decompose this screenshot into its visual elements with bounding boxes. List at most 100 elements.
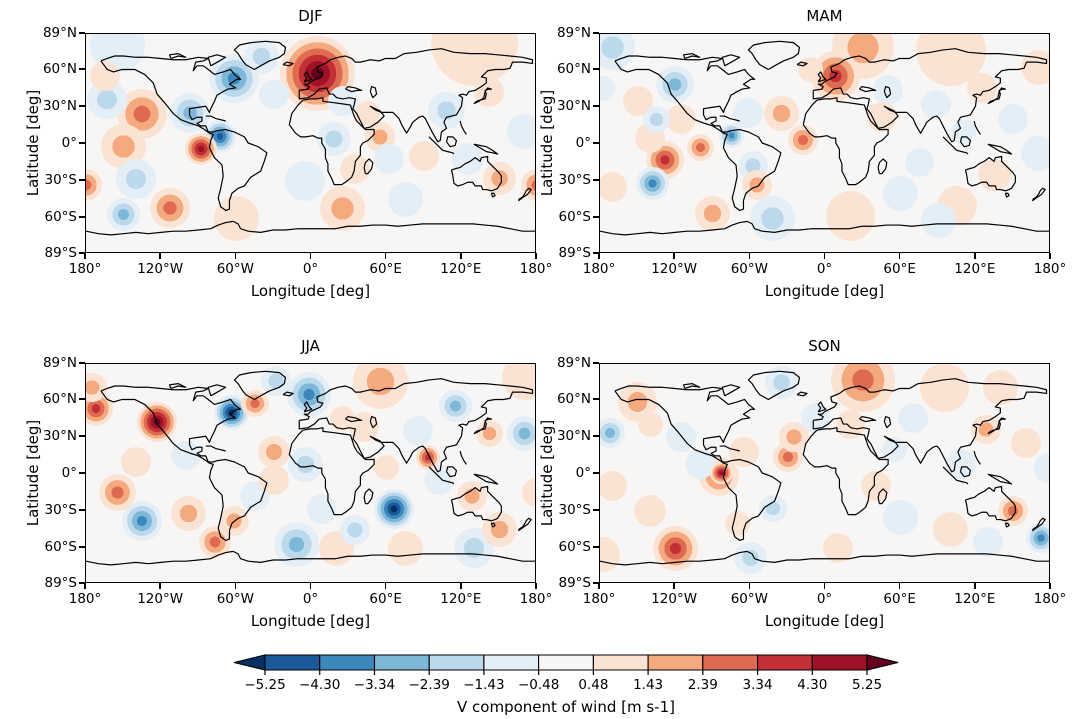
- anomaly-blob: [600, 471, 628, 502]
- colorbar-tick-label: −5.25: [244, 677, 286, 693]
- coastline-path: [170, 384, 186, 389]
- lon-tick-mark: [384, 253, 387, 259]
- coastline-path: [364, 159, 373, 174]
- lat-tick-mark: [79, 216, 85, 218]
- colorbar-segment: [757, 654, 813, 671]
- lon-tick-label: 120°E: [954, 261, 996, 277]
- anomaly-blob: [750, 195, 796, 241]
- coastline-path: [600, 221, 1049, 234]
- anomaly-blob: [600, 418, 625, 449]
- lon-tick-label: 180°: [1033, 591, 1067, 607]
- lon-tick-label: 180°: [68, 261, 102, 277]
- map-djf: [85, 33, 536, 253]
- lon-tick-label: 60°E: [883, 591, 916, 607]
- anomaly-blob: [474, 77, 505, 108]
- lat-tick-mark: [593, 68, 599, 70]
- anomaly-blob: [320, 185, 366, 231]
- anomaly-blob: [86, 372, 108, 403]
- map-son: [599, 363, 1050, 583]
- lat-tick-label: 89°N: [42, 355, 77, 371]
- lat-tick-mark: [79, 509, 85, 511]
- coastline-path: [818, 72, 826, 82]
- coastline-path: [446, 467, 456, 477]
- anomaly-blob: [86, 168, 103, 201]
- anomaly-blob: [374, 143, 405, 174]
- coastline-path: [345, 87, 361, 92]
- lon-tick-mark: [535, 583, 537, 589]
- lat-tick-label: 30°S: [44, 172, 78, 189]
- coastline-path: [1005, 193, 1009, 197]
- lat-tick-label: 30°N: [556, 427, 591, 444]
- coastline-path: [451, 156, 501, 190]
- lat-tick-mark: [593, 435, 599, 437]
- lon-tick-mark: [974, 583, 976, 589]
- anomaly-blob: [520, 168, 535, 201]
- coastline-path: [519, 188, 531, 200]
- lon-tick-mark: [535, 253, 537, 259]
- coastline-path: [960, 137, 970, 147]
- coastline-path: [101, 386, 267, 540]
- anomaly-blob: [898, 403, 929, 434]
- lon-tick-mark: [823, 583, 826, 589]
- anomaly-blob: [825, 190, 876, 241]
- lat-tick-label: 30°N: [556, 97, 591, 114]
- lon-tick-mark: [598, 583, 600, 589]
- lon-tick-label: 60°W: [216, 591, 254, 607]
- coastline-svg: [86, 364, 535, 582]
- anomaly-blob: [285, 161, 326, 201]
- coastline-path: [474, 144, 498, 154]
- anomaly-blob: [741, 169, 772, 200]
- coastline-path: [370, 417, 376, 428]
- anomaly-blob: [116, 158, 157, 199]
- lat-tick-mark: [593, 142, 599, 144]
- coastline-path: [170, 54, 186, 59]
- lon-tick-label: 0°: [816, 261, 833, 277]
- lat-tick-mark: [593, 509, 599, 511]
- anomaly-blob: [695, 195, 731, 231]
- anomaly-blob: [636, 167, 669, 200]
- lat-tick-label: 60°S: [44, 539, 78, 556]
- coastline-path: [345, 417, 361, 422]
- coastline-path: [859, 417, 875, 422]
- anomaly-blob: [287, 446, 323, 482]
- colorbar-tick-label: −2.39: [408, 677, 450, 693]
- anomaly-blob: [1011, 428, 1041, 459]
- coastline-path: [988, 144, 1012, 154]
- lon-tick-mark: [598, 253, 600, 259]
- lon-tick-label: 180°: [519, 261, 553, 277]
- anomaly-blob: [998, 104, 1029, 135]
- lat-tick-label: 0°: [575, 465, 591, 481]
- coastline-path: [101, 56, 267, 210]
- coastline-path: [974, 451, 980, 464]
- anomaly-blob: [481, 512, 517, 548]
- lat-tick-mark: [79, 179, 85, 181]
- lon-tick-label: 180°: [519, 591, 553, 607]
- lon-tick-label: 120°E: [440, 591, 482, 607]
- anomaly-blob: [633, 494, 667, 528]
- map-jja: [85, 363, 536, 583]
- coastline-path: [748, 371, 799, 399]
- anomaly-blob: [788, 125, 818, 156]
- colorbar-segment: [428, 654, 485, 671]
- coastline-path: [988, 418, 1006, 434]
- coastline-path: [451, 486, 501, 520]
- coastline-svg: [86, 34, 535, 252]
- coastline-path: [859, 87, 875, 92]
- colorbar-segment: [811, 654, 868, 671]
- anomaly-blob: [107, 198, 140, 231]
- lon-tick-mark: [309, 583, 312, 589]
- lon-tick-label: 120°E: [440, 261, 482, 277]
- anomaly-blob: [710, 461, 733, 484]
- lat-tick-label: 60°N: [42, 60, 77, 77]
- lat-tick-mark: [79, 582, 85, 584]
- lat-tick-mark: [593, 216, 599, 218]
- coastline-path: [600, 551, 1049, 564]
- anomaly-blob: [685, 449, 716, 480]
- colorbar-segment: [483, 654, 540, 671]
- lon-tick-mark: [460, 253, 462, 259]
- colorbar-label: V component of wind [m s-1]: [457, 698, 675, 716]
- lat-tick-label: 89°S: [44, 245, 78, 261]
- lat-tick-mark: [79, 546, 85, 548]
